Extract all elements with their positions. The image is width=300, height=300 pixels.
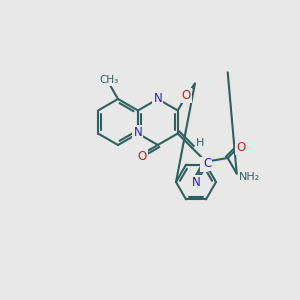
- Text: F: F: [201, 158, 207, 171]
- Text: C: C: [203, 157, 211, 170]
- Text: CH₃: CH₃: [99, 75, 119, 85]
- Text: NH₂: NH₂: [239, 172, 260, 182]
- Text: O: O: [236, 141, 245, 154]
- Text: N: N: [192, 176, 200, 189]
- Text: N: N: [154, 92, 162, 106]
- Text: H: H: [196, 138, 204, 148]
- Text: N: N: [134, 126, 142, 139]
- Text: O: O: [137, 149, 147, 163]
- Text: O: O: [181, 89, 190, 102]
